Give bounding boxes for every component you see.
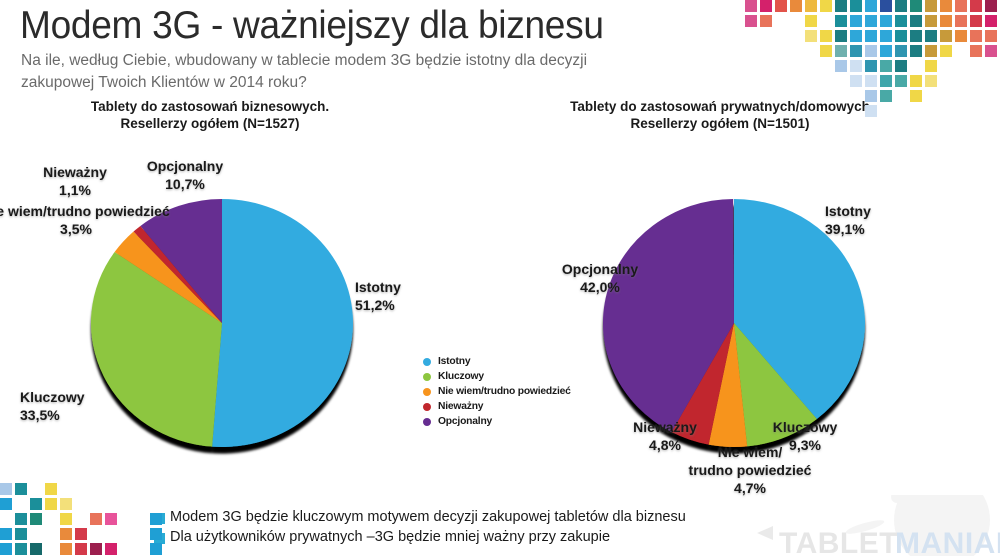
- svg-text:MANIAK: MANIAK: [895, 527, 1000, 556]
- svg-text:TABLET: TABLET: [779, 527, 898, 556]
